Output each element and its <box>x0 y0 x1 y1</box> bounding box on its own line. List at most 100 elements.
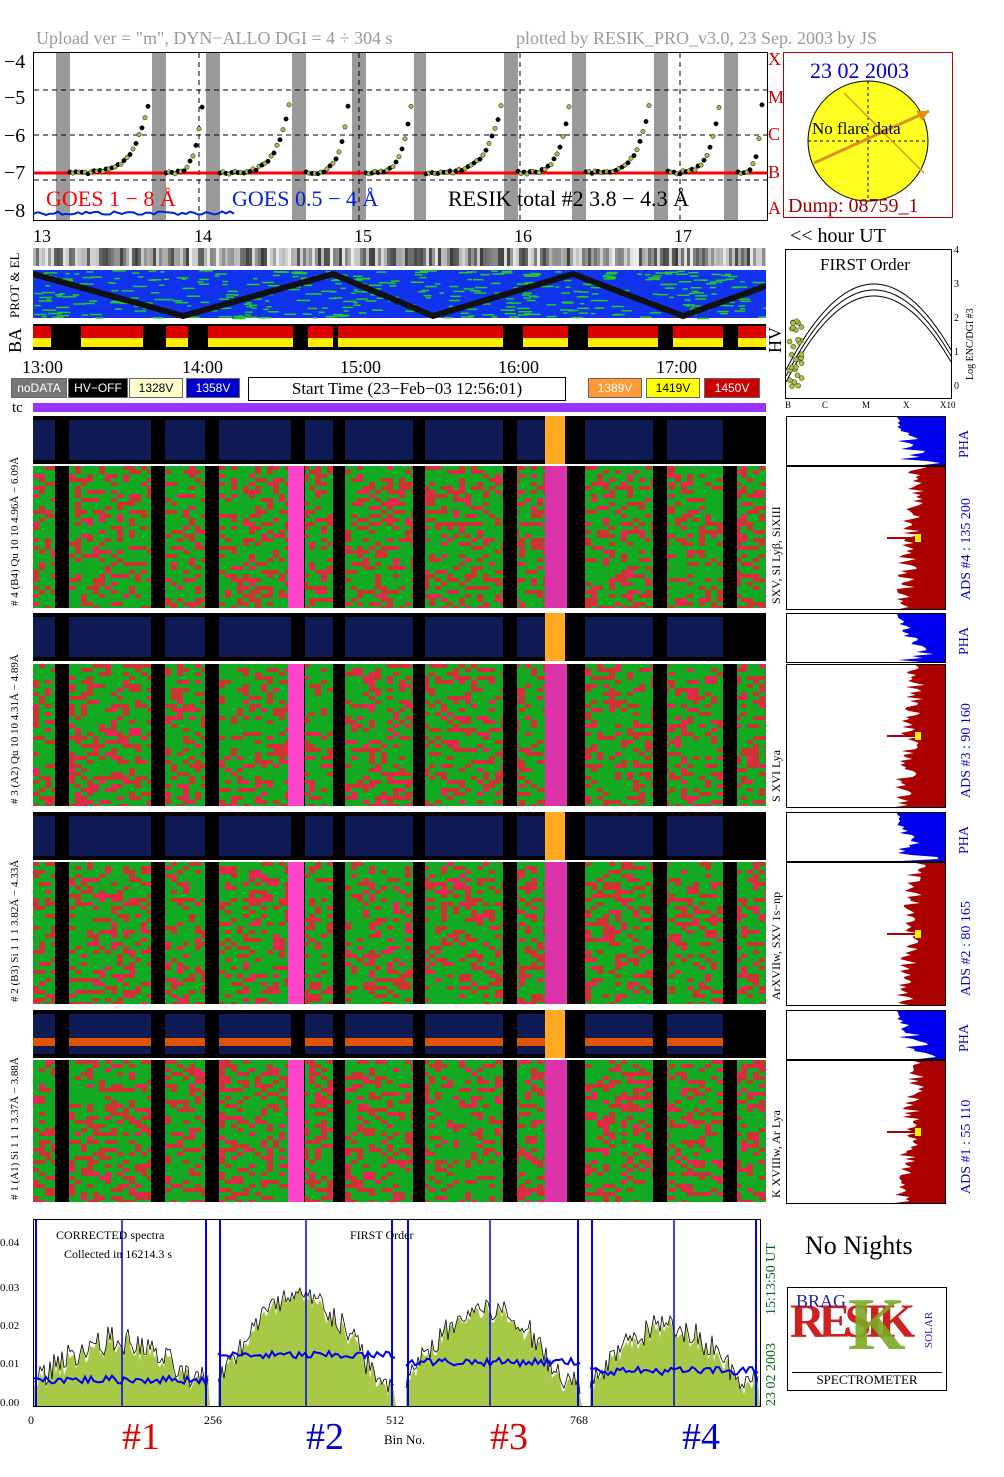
ds-cell <box>327 990 333 994</box>
ds-cell <box>267 894 273 898</box>
ds-cell <box>93 934 99 938</box>
ds-cell <box>303 534 309 538</box>
ds-cell <box>621 606 627 608</box>
ds-cell <box>765 764 766 768</box>
ds-cell <box>399 772 405 776</box>
ds-cell <box>171 510 177 514</box>
ds-cell <box>93 606 99 608</box>
ds-cell <box>735 490 741 494</box>
ds-cell <box>375 800 381 804</box>
ds-cell <box>267 752 273 756</box>
ds-cell <box>621 506 627 510</box>
gray-cell <box>597 248 600 266</box>
ds-cell <box>231 942 237 946</box>
ds-cell <box>399 606 405 608</box>
ds-cell <box>237 566 243 570</box>
ds-cell <box>279 954 285 958</box>
ds-cell <box>615 470 621 474</box>
ds-cell <box>447 538 453 542</box>
ds-cell <box>423 594 429 598</box>
ds-cell <box>609 606 615 608</box>
ds-cell <box>459 530 465 534</box>
ds-cell <box>321 574 327 578</box>
ds-cell <box>195 546 201 550</box>
ds-cell <box>219 534 225 538</box>
ds-cell <box>633 748 639 752</box>
ds-cell <box>495 776 501 780</box>
prot-noise <box>736 298 750 300</box>
resik-point <box>750 161 756 167</box>
ds-cell <box>147 696 153 700</box>
ds-cell <box>219 800 225 804</box>
ds-cell <box>177 672 183 676</box>
gray-cell <box>228 248 231 266</box>
ds-cell <box>315 478 321 482</box>
ds-cell <box>69 760 75 764</box>
ds-cell <box>171 776 177 780</box>
prot-noise <box>114 277 120 280</box>
prot-noise <box>563 312 568 314</box>
prot-noise <box>376 297 389 299</box>
ds-cell <box>321 736 327 740</box>
ds-cell <box>189 898 195 902</box>
ds-cell <box>489 926 495 930</box>
ds-cell <box>135 914 141 918</box>
spectrum-ytick: 0.00 <box>0 1397 20 1409</box>
prot-noise <box>419 276 427 279</box>
prot-noise <box>650 278 660 281</box>
ds-cell <box>243 538 249 542</box>
ds-cell <box>423 574 429 578</box>
ds-cell <box>111 474 117 478</box>
ds-cell <box>225 546 231 550</box>
ds-cell <box>423 800 429 804</box>
ds-cell <box>735 470 741 474</box>
ds-cell <box>633 606 639 608</box>
ds-cell <box>135 510 141 514</box>
ds-cell <box>753 752 759 756</box>
ds-cell <box>273 982 279 986</box>
ds-cell <box>129 874 135 878</box>
ds-cell <box>459 866 465 870</box>
ds-cell <box>45 862 51 866</box>
ds-cell <box>111 898 117 902</box>
ds-cell <box>495 490 501 494</box>
ds-cell <box>165 796 171 800</box>
goes-lightcurve-panel <box>33 52 768 221</box>
ds-cell <box>705 590 711 594</box>
gray-cell <box>63 248 66 266</box>
ds-cell <box>639 574 645 578</box>
ds-cell <box>759 602 765 606</box>
ds-cell <box>585 764 591 768</box>
ds-cell <box>33 902 39 906</box>
ds-cell <box>135 732 141 736</box>
ba-red <box>33 326 51 338</box>
ds-cell <box>465 886 471 890</box>
prot-noise <box>664 271 678 274</box>
ds-cell <box>135 958 141 962</box>
resik-point <box>127 152 133 157</box>
ds-cell <box>51 970 57 974</box>
ds-cell <box>75 578 81 582</box>
prot-noise <box>45 285 51 287</box>
gray-cell <box>489 248 492 266</box>
ds-cell <box>453 866 459 870</box>
ds-cell <box>141 606 147 608</box>
ds-cell <box>423 986 429 990</box>
ds-cell <box>393 804 399 806</box>
ds-cell <box>675 724 681 728</box>
ds-cell <box>531 490 537 494</box>
gray-cell <box>36 248 39 266</box>
ds-cell <box>585 724 591 728</box>
gray-cell <box>756 248 759 266</box>
gray-cell <box>375 248 378 266</box>
ds-cell <box>261 586 267 590</box>
ds-cell <box>279 672 285 676</box>
ds-cell <box>279 498 285 502</box>
gray-cell <box>657 248 660 266</box>
ds-cell <box>201 942 207 946</box>
ds-cell <box>447 578 453 582</box>
ds-cell <box>99 470 105 474</box>
ds-cell <box>495 990 501 994</box>
ds-cell <box>375 922 381 926</box>
ds-cell <box>585 510 591 514</box>
